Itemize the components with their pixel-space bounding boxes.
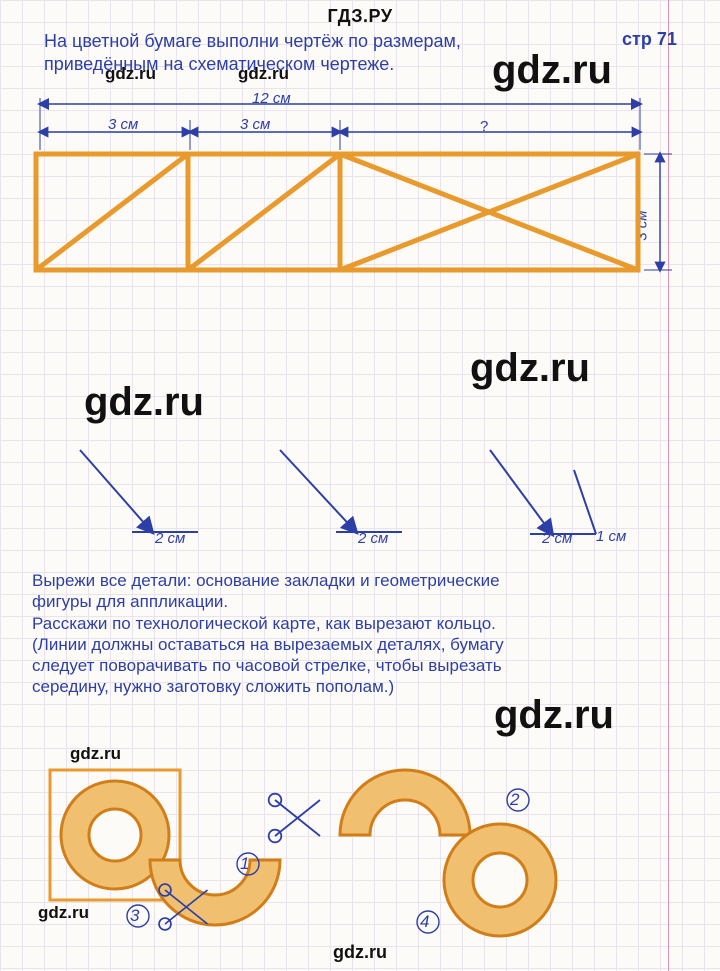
arrow-dim-2: 2 см	[358, 530, 388, 549]
step-1: 1	[240, 854, 249, 874]
step-3: 3	[130, 906, 139, 926]
task-text-mid: Вырежи все детали: основание закладки и …	[32, 570, 692, 698]
page-root: ГДЗ.РУ На цветной бумаге выполни чертёж …	[0, 0, 720, 971]
ring-sequence	[0, 740, 720, 960]
schematic-drawing	[0, 0, 720, 330]
step-4: 4	[420, 912, 429, 932]
arrow-dim-1: 2 см	[155, 530, 185, 549]
footer-watermark: gdz.ru	[0, 942, 720, 963]
step-2: 2	[510, 790, 519, 810]
arrow-dim-3: 2 см	[542, 530, 572, 549]
arrow-dim-3b: 1 см	[596, 528, 626, 547]
